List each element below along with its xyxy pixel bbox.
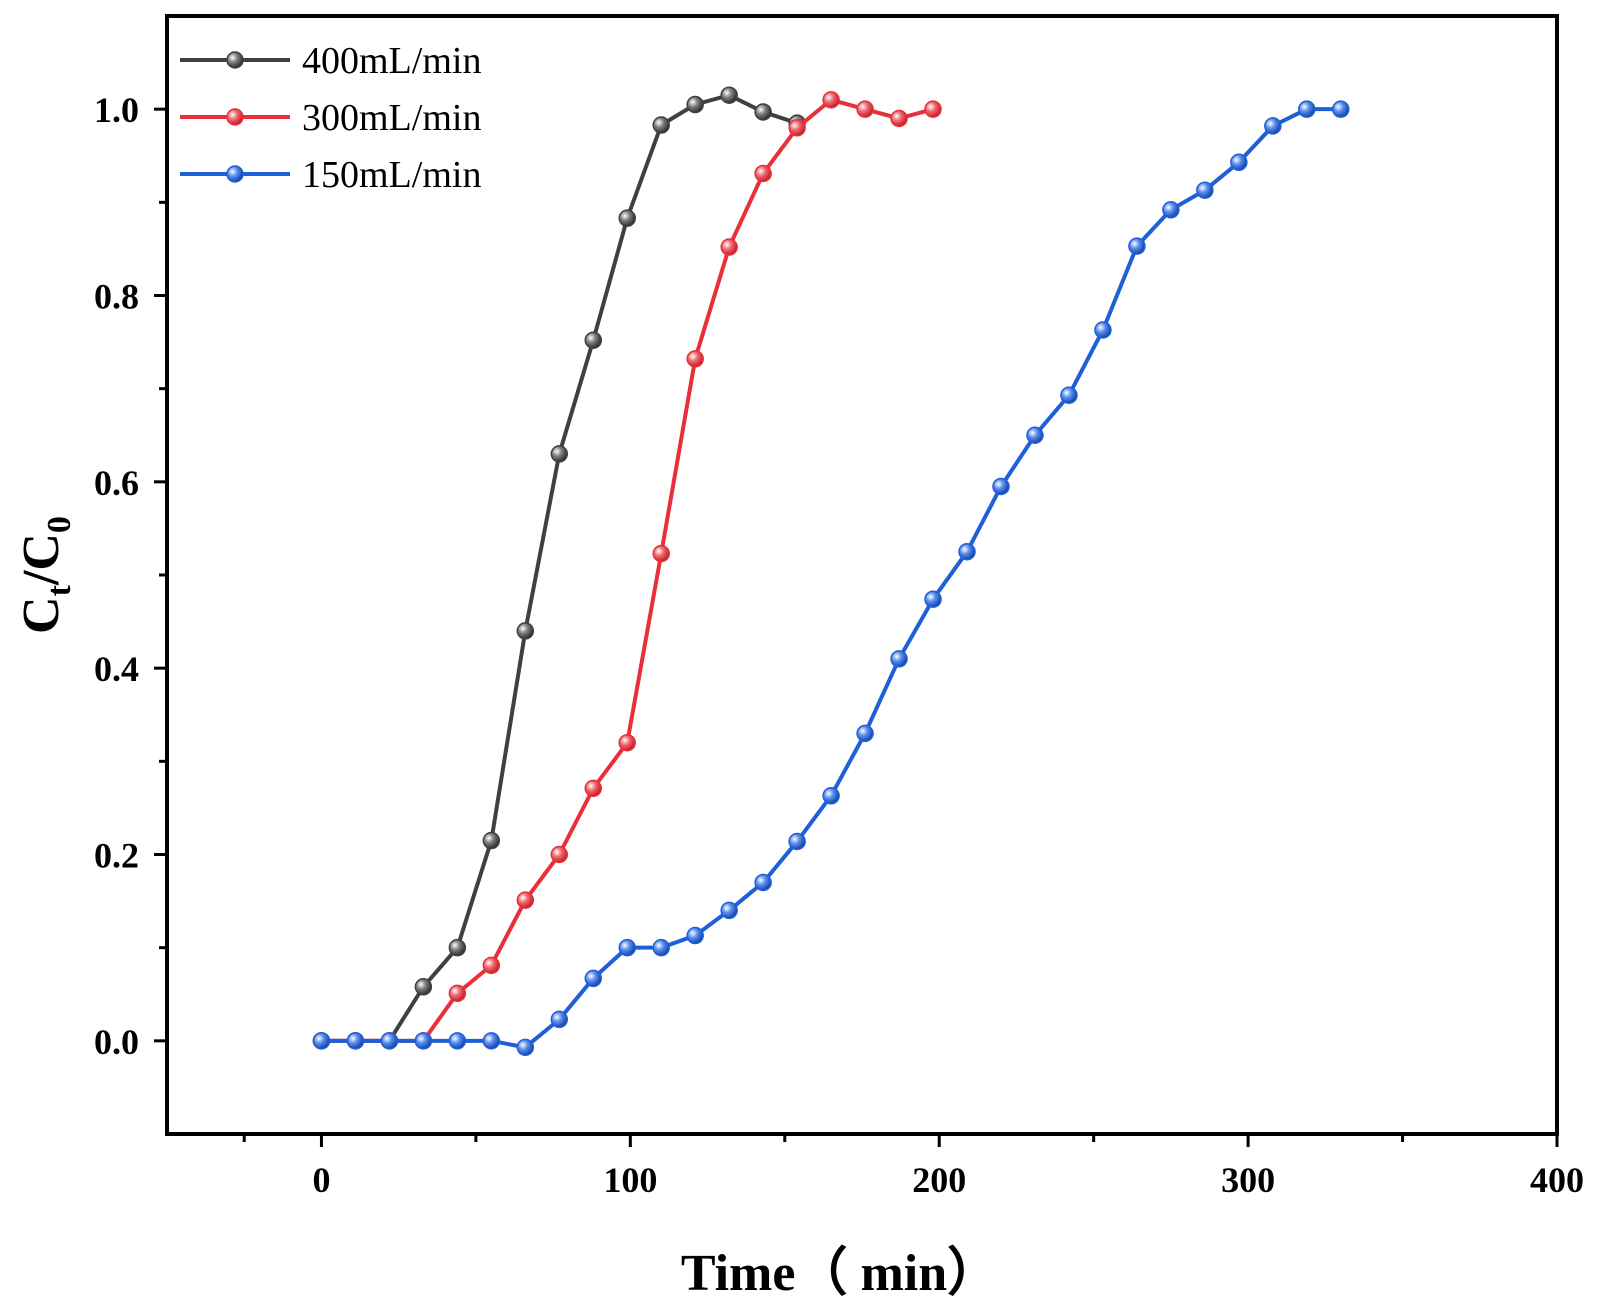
data-point [1060, 386, 1078, 404]
data-point [414, 1032, 433, 1050]
data-point [448, 984, 467, 1003]
data-point [482, 956, 501, 975]
data-point [890, 650, 908, 668]
x-tick-label: 200 [912, 1160, 966, 1200]
data-point [1196, 181, 1214, 199]
data-point [1332, 100, 1350, 118]
data-point [1162, 201, 1180, 219]
data-point [448, 1032, 467, 1050]
data-point [380, 1032, 399, 1050]
data-point [924, 590, 942, 608]
series-1 [312, 91, 942, 1050]
legend-item: 150mL/min [180, 154, 481, 196]
data-point [618, 209, 636, 227]
legend-marker [226, 165, 244, 183]
legend-item: 400mL/min [180, 40, 481, 82]
data-point [890, 109, 908, 128]
data-point [482, 831, 501, 850]
x-axis-title: Time（ min） [681, 1244, 999, 1300]
y-tick-label: 1.0 [94, 90, 139, 130]
legend-item: 300mL/min [180, 97, 481, 139]
data-point [652, 938, 670, 957]
series-layer [312, 86, 1350, 1057]
data-point [1230, 153, 1248, 172]
legend-marker [226, 51, 244, 69]
data-point [584, 969, 603, 988]
data-point [448, 938, 467, 957]
y-tick-label: 0.6 [94, 463, 139, 503]
data-point [1026, 426, 1044, 444]
data-point [584, 779, 603, 798]
y-tick-label: 0.0 [94, 1022, 139, 1062]
data-point [720, 901, 738, 920]
series-2 [312, 100, 1350, 1057]
data-point [822, 91, 840, 109]
axes: 0 100 200 300 400 0.0 0.2 0.4 0.6 0.8 1.0 [94, 90, 1584, 1200]
series-line [321, 93, 798, 1043]
series-line [321, 107, 1341, 1050]
y-tick-label: 0.8 [94, 277, 139, 317]
data-point [686, 350, 704, 368]
data-point [822, 787, 840, 805]
y-axis-title-sub-t: t [41, 584, 78, 596]
legend-label: 400mL/min [302, 40, 481, 82]
data-point [992, 477, 1010, 496]
legend-label: 150mL/min [302, 154, 481, 196]
series-line [321, 97, 934, 1043]
data-point [788, 119, 806, 137]
legend-marker [226, 108, 244, 126]
data-point [686, 95, 704, 114]
x-tick-label: 0 [312, 1160, 330, 1200]
data-point [754, 164, 772, 183]
data-point [414, 978, 433, 996]
data-point [312, 1032, 331, 1050]
data-point [516, 891, 535, 909]
y-tick-label: 0.4 [94, 649, 139, 689]
data-point [346, 1032, 365, 1050]
data-point [516, 1038, 535, 1057]
y-axis-title-main: C [13, 596, 70, 634]
data-point [856, 100, 874, 118]
data-point [584, 331, 603, 349]
data-point [720, 86, 738, 104]
data-point [618, 733, 636, 752]
data-point [652, 544, 670, 563]
data-point [652, 116, 670, 134]
y-axis-title-sep: /C [13, 533, 70, 586]
data-point [1094, 321, 1112, 339]
x-tick-label: 100 [603, 1160, 657, 1200]
x-tick-label: 400 [1530, 1160, 1584, 1200]
data-point [856, 724, 874, 743]
data-point [924, 100, 942, 118]
legend-label: 300mL/min [302, 97, 481, 139]
y-axis-title: Ct/C0 [13, 516, 78, 634]
data-point [1298, 100, 1316, 118]
data-point [482, 1032, 501, 1050]
data-point [550, 1010, 569, 1029]
data-point [550, 445, 569, 463]
data-point [516, 622, 535, 640]
x-tick-label: 300 [1221, 1160, 1275, 1200]
data-point [754, 103, 772, 121]
data-point [720, 238, 738, 256]
data-point [958, 542, 976, 561]
y-tick-label: 0.2 [94, 836, 139, 876]
data-point [1264, 117, 1282, 135]
y-axis-title-sub-0: 0 [41, 516, 78, 533]
data-point [788, 832, 806, 851]
data-point [686, 926, 704, 945]
data-point [618, 938, 636, 957]
data-point [550, 845, 569, 864]
legend: 400mL/min 300mL/min 150mL/min [180, 40, 481, 196]
data-point [1128, 237, 1146, 255]
data-point [754, 873, 772, 892]
